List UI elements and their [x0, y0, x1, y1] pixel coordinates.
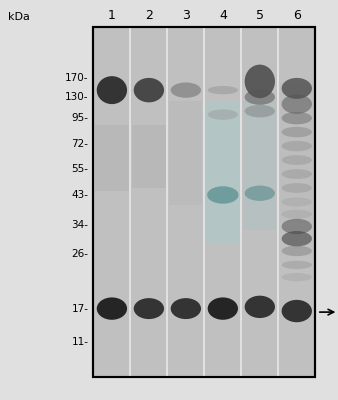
Bar [280, 83, 313, 223]
Bar [132, 125, 166, 188]
Text: 170-: 170- [65, 73, 89, 83]
Ellipse shape [134, 298, 164, 319]
Ellipse shape [282, 127, 312, 137]
Bar [243, 101, 276, 230]
Text: 26-: 26- [72, 250, 89, 260]
Ellipse shape [207, 186, 239, 204]
Text: 2: 2 [145, 10, 153, 22]
Ellipse shape [282, 300, 312, 322]
Bar [169, 101, 202, 206]
Ellipse shape [208, 86, 238, 94]
Ellipse shape [282, 246, 312, 256]
Text: 95-: 95- [72, 113, 89, 123]
Bar [95, 125, 128, 192]
Ellipse shape [282, 94, 312, 114]
Ellipse shape [245, 296, 275, 318]
Ellipse shape [282, 169, 312, 179]
Text: 11-: 11- [72, 337, 89, 347]
Bar [93, 27, 315, 377]
Ellipse shape [245, 186, 275, 201]
Ellipse shape [282, 155, 312, 165]
Ellipse shape [282, 261, 312, 269]
Ellipse shape [171, 298, 201, 319]
Ellipse shape [282, 210, 312, 219]
Text: 1: 1 [108, 10, 116, 22]
Text: kDa: kDa [8, 12, 30, 22]
Ellipse shape [97, 298, 127, 320]
Ellipse shape [134, 78, 164, 102]
Ellipse shape [208, 109, 238, 120]
Ellipse shape [282, 219, 312, 234]
Ellipse shape [282, 112, 312, 124]
Text: 3: 3 [182, 10, 190, 22]
Text: 4: 4 [219, 10, 227, 22]
Ellipse shape [282, 141, 312, 151]
Text: 34-: 34- [72, 220, 89, 230]
Ellipse shape [245, 90, 275, 105]
Ellipse shape [282, 273, 312, 281]
Ellipse shape [282, 231, 312, 246]
Ellipse shape [97, 76, 127, 104]
Bar [206, 101, 239, 244]
Text: 130-: 130- [65, 92, 89, 102]
Ellipse shape [282, 78, 312, 99]
Ellipse shape [245, 105, 275, 117]
Ellipse shape [208, 298, 238, 320]
Text: 6: 6 [293, 10, 301, 22]
Text: 43-: 43- [72, 190, 89, 200]
Text: 55-: 55- [72, 164, 89, 174]
Ellipse shape [171, 82, 201, 98]
Bar [93, 27, 315, 377]
Ellipse shape [282, 198, 312, 206]
Text: 17-: 17- [72, 304, 89, 314]
Text: 5: 5 [256, 10, 264, 22]
Text: 72-: 72- [72, 139, 89, 149]
Ellipse shape [282, 183, 312, 193]
Ellipse shape [245, 65, 275, 98]
